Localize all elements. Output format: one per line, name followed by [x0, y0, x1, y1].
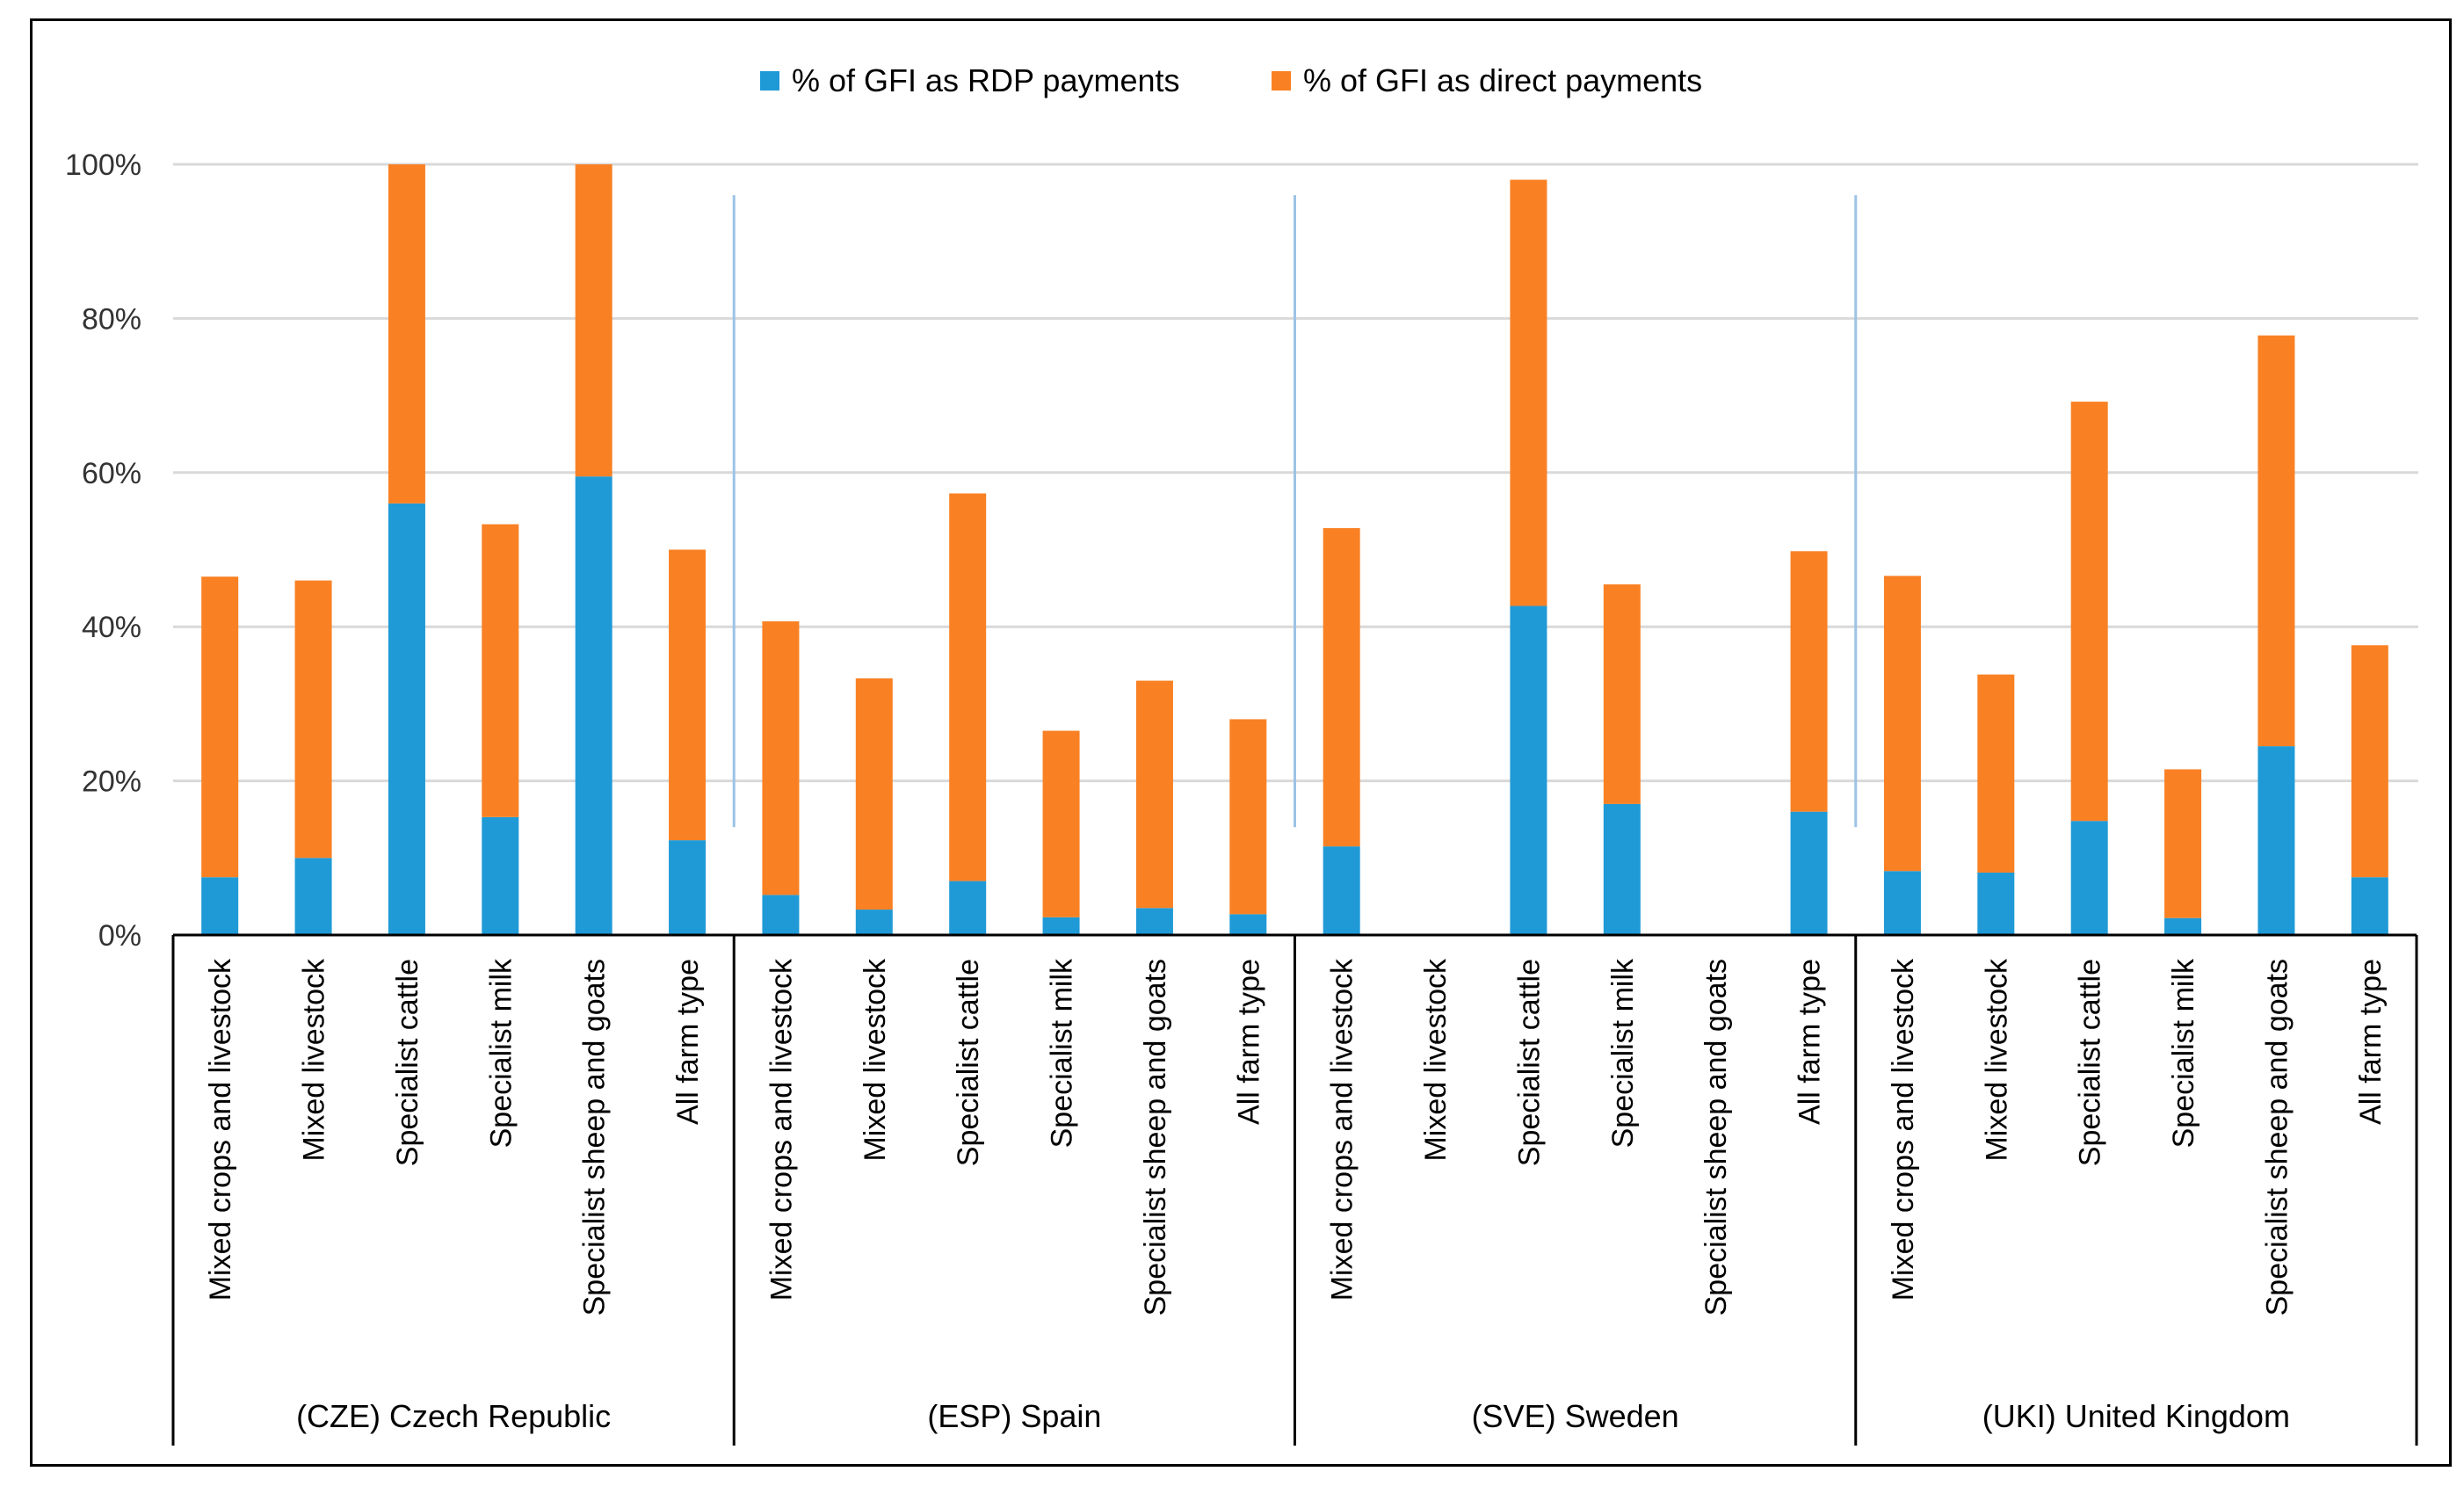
bar-direct — [1042, 730, 1080, 917]
legend-swatch-rdp — [760, 71, 779, 91]
bar-rdp — [1135, 908, 1173, 935]
bar-rdp — [1790, 811, 1828, 935]
bar-direct — [1790, 551, 1828, 812]
bar-direct — [669, 549, 707, 841]
group-label: (UKI) United Kingdom — [1982, 1398, 2290, 1434]
bar-direct — [1135, 680, 1173, 909]
bar-rdp — [1603, 803, 1641, 935]
bar-direct — [2351, 645, 2388, 878]
bar-direct — [762, 621, 800, 895]
category-label: Specialist sheep and goats — [2260, 959, 2294, 1316]
bar-direct — [388, 164, 425, 504]
bar-direct — [1510, 179, 1547, 606]
bar-direct — [201, 576, 239, 878]
category-label: All farm type — [1232, 959, 1265, 1125]
category-label: Specialist cattle — [952, 959, 985, 1166]
bar-rdp — [2351, 877, 2388, 935]
group-label: (SVE) Sweden — [1472, 1398, 1679, 1434]
category-label: Specialist milk — [1046, 958, 1079, 1148]
category-label: Specialist milk — [2167, 958, 2200, 1148]
bar-rdp — [1229, 914, 1267, 935]
y-axis-ticks: 0% 20% 40% 60% 80% 100% — [65, 149, 141, 953]
bar-rdp — [1510, 605, 1547, 935]
category-label: Specialist cattle — [1512, 959, 1546, 1166]
bar-rdp — [669, 840, 707, 935]
bar-rdp — [1323, 846, 1360, 935]
bar-direct — [1883, 576, 1921, 872]
category-label: All farm type — [671, 959, 705, 1125]
group-label: (ESP) Spain — [927, 1398, 1101, 1434]
bar-rdp — [482, 816, 519, 935]
category-label: Mixed crops and livestock — [1887, 958, 1920, 1301]
bar-direct — [855, 678, 893, 910]
bar-rdp — [2070, 821, 2108, 935]
legend-label-direct: % of GFI as direct payments — [1303, 62, 1702, 98]
bar-rdp — [388, 503, 425, 935]
bar-direct — [1977, 674, 2015, 873]
category-label: All farm type — [2354, 959, 2388, 1125]
group-labels: (CZE) Czech Republic (ESP) Spain (SVE) Swe… — [296, 1398, 2290, 1434]
y-tick-label: 60% — [82, 457, 141, 490]
category-label: Specialist milk — [1606, 958, 1640, 1148]
legend-swatch-direct — [1272, 71, 1291, 91]
legend-label-rdp: % of GFI as RDP payments — [792, 62, 1180, 98]
bar-direct — [1229, 719, 1267, 915]
bar-rdp — [1883, 871, 1921, 935]
category-labels: Mixed crops and livestock Mixed livestock… — [204, 958, 2388, 1316]
bar-rdp — [2257, 746, 2295, 935]
bar-rdp — [1977, 872, 2015, 935]
bar-direct — [949, 493, 987, 881]
y-tick-label: 0% — [98, 919, 141, 953]
category-label: Mixed livestock — [298, 958, 331, 1162]
group-label: (CZE) Czech Republic — [296, 1398, 611, 1434]
y-tick-label: 40% — [82, 611, 141, 644]
x-axis — [171, 933, 2418, 1446]
bar-rdp — [575, 476, 612, 935]
bar-direct — [575, 164, 612, 477]
category-label: Mixed crops and livestock — [1326, 958, 1359, 1301]
bar-rdp — [855, 910, 893, 935]
bar-rdp — [762, 895, 800, 935]
bar-direct — [1323, 527, 1360, 847]
chart-svg: % of GFI as RDP payments % of GFI as dir… — [65, 62, 2418, 1446]
category-label: Specialist milk — [484, 958, 518, 1148]
category-label: Mixed livestock — [859, 958, 892, 1162]
category-label: Specialist sheep and goats — [578, 959, 612, 1316]
bar-rdp — [294, 858, 332, 935]
category-label: Specialist cattle — [391, 959, 424, 1166]
chart-frame: % of GFI as RDP payments % of GFI as dir… — [30, 18, 2452, 1467]
bar-direct — [2070, 402, 2108, 822]
bar-rdp — [201, 877, 239, 935]
y-tick-label: 80% — [82, 302, 141, 336]
category-label: Mixed livestock — [1980, 958, 2013, 1162]
bar-direct — [2257, 335, 2295, 747]
bar-direct — [294, 580, 332, 859]
category-label: All farm type — [1794, 959, 1827, 1125]
category-label: Mixed crops and livestock — [765, 958, 798, 1301]
category-label: Specialist sheep and goats — [1699, 959, 1733, 1316]
category-label: Mixed crops and livestock — [204, 958, 237, 1301]
bar-direct — [1603, 584, 1641, 804]
bar-direct — [2164, 769, 2202, 918]
y-tick-label: 100% — [65, 149, 141, 182]
bar-rdp — [949, 881, 987, 935]
bars — [201, 164, 2388, 935]
bar-rdp — [2164, 917, 2202, 935]
category-label: Specialist cattle — [2074, 959, 2107, 1166]
category-label: Specialist sheep and goats — [1139, 959, 1172, 1316]
group-separators — [732, 195, 1858, 828]
legend: % of GFI as RDP payments % of GFI as dir… — [760, 62, 1702, 98]
bar-rdp — [1042, 917, 1080, 935]
y-tick-label: 20% — [82, 765, 141, 799]
bar-direct — [482, 524, 519, 817]
category-label: Mixed livestock — [1419, 958, 1453, 1162]
